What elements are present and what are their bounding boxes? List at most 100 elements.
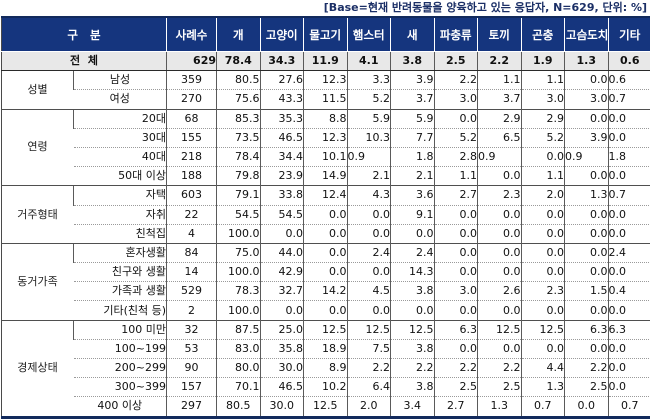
value-cell: 0.7: [608, 397, 650, 417]
value-cell: 100.0: [217, 263, 261, 282]
n-cell: 359: [167, 71, 217, 90]
value-cell: 0.0: [565, 109, 609, 128]
value-cell: 8.8: [304, 109, 348, 128]
value-cell: 78.4: [217, 147, 261, 166]
value-cell: 2.0: [521, 186, 565, 205]
value-cell: 0.0: [608, 263, 650, 282]
value-cell: 0.0: [608, 301, 650, 320]
value-cell: 0.0: [478, 167, 522, 186]
value-cell: 0.0: [565, 339, 609, 358]
row-label: 100 미만: [74, 320, 167, 339]
value-cell: 34.4: [260, 147, 304, 166]
total-value-cell: 1.3: [565, 52, 609, 71]
value-cell: 0.7: [521, 397, 565, 417]
column-header: 곤충: [521, 17, 565, 52]
total-value-cell: 3.8: [391, 52, 435, 71]
value-cell: 0.0: [347, 224, 391, 243]
value-cell: 80.0: [217, 359, 261, 378]
value-cell: 0.0: [565, 243, 609, 262]
value-cell: 100.0: [217, 301, 261, 320]
value-cell: 0.0: [608, 339, 650, 358]
row-label: 자취: [74, 205, 167, 224]
value-cell: 0.0: [565, 301, 609, 320]
value-cell: 14.3: [391, 263, 435, 282]
value-cell: 2.7: [434, 186, 478, 205]
value-cell: 0.0: [608, 128, 650, 147]
value-cell: 2.1: [391, 167, 435, 186]
value-cell: 1.1: [434, 167, 478, 186]
total-row-label: 전 체: [2, 52, 167, 71]
value-cell: 3.0: [565, 90, 609, 109]
value-cell: 0.0: [434, 339, 478, 358]
value-cell: 10.2: [304, 378, 348, 397]
value-cell: 1.1: [521, 167, 565, 186]
value-cell: 3.9: [565, 128, 609, 147]
n-cell: 155: [167, 128, 217, 147]
value-cell: 6.3: [434, 320, 478, 339]
value-cell: 4.3: [347, 186, 391, 205]
value-cell: 80.5: [217, 397, 261, 417]
value-cell: 2.9: [521, 109, 565, 128]
value-cell: 1.8: [391, 147, 435, 166]
value-cell: 0.0: [391, 301, 435, 320]
value-cell: 12.5: [391, 320, 435, 339]
column-header: 개: [217, 17, 261, 52]
value-cell: 70.1: [217, 378, 261, 397]
value-cell: 12.3: [304, 71, 348, 90]
total-n-cell: 629: [167, 52, 217, 71]
value-cell: 0.0: [521, 301, 565, 320]
value-cell: 1.1: [478, 71, 522, 90]
value-cell: 2.2: [347, 359, 391, 378]
total-value-cell: 0.6: [608, 52, 650, 71]
value-cell: 5.2: [521, 128, 565, 147]
value-cell: 85.3: [217, 109, 261, 128]
row-label: 친구와 생활: [74, 263, 167, 282]
value-cell: 0.0: [478, 224, 522, 243]
value-cell: 3.8: [391, 282, 435, 301]
value-cell: 0.0: [260, 301, 304, 320]
value-cell: 0.0: [521, 147, 565, 166]
value-cell: 80.5: [217, 71, 261, 90]
row-label: 40대: [74, 147, 167, 166]
value-cell: 14.2: [304, 282, 348, 301]
row-label: 30대: [74, 128, 167, 147]
group-label: 거주형태: [2, 186, 74, 244]
row-label: 기타(친척 등): [74, 301, 167, 320]
value-cell: 2.4: [608, 243, 650, 262]
value-cell: 12.5: [521, 320, 565, 339]
value-cell: 33.8: [260, 186, 304, 205]
row-label: 100~199: [74, 339, 167, 358]
value-cell: 27.6: [260, 71, 304, 90]
value-cell: 2.3: [521, 282, 565, 301]
value-cell: 0.0: [478, 339, 522, 358]
value-cell: 6.3: [608, 320, 650, 339]
value-cell: 0.0: [347, 301, 391, 320]
value-cell: 75.0: [217, 243, 261, 262]
row-label: 300~399: [74, 378, 167, 397]
n-cell: 603: [167, 186, 217, 205]
column-header: 토끼: [478, 17, 522, 52]
value-cell: 0.0: [478, 243, 522, 262]
row-label: 혼자생활: [74, 243, 167, 262]
value-cell: 2.1: [347, 167, 391, 186]
value-cell: 2.0: [347, 397, 391, 417]
value-cell: 2.4: [347, 243, 391, 262]
value-cell: 0.0: [434, 301, 478, 320]
row-label: 20대: [74, 109, 167, 128]
value-cell: 0.0: [478, 205, 522, 224]
n-cell: 53: [167, 339, 217, 358]
value-cell: 7.5: [347, 339, 391, 358]
value-cell: 0.0: [304, 263, 348, 282]
column-header: 파충류: [434, 17, 478, 52]
value-cell: 3.8: [391, 339, 435, 358]
value-cell: 32.7: [260, 282, 304, 301]
